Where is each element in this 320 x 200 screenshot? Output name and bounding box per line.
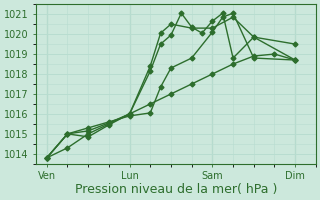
- X-axis label: Pression niveau de la mer( hPa ): Pression niveau de la mer( hPa ): [75, 183, 277, 196]
